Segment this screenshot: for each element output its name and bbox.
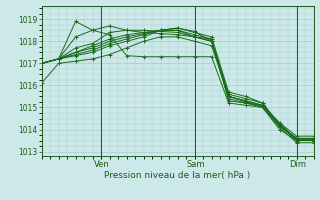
X-axis label: Pression niveau de la mer( hPa ): Pression niveau de la mer( hPa ): [104, 171, 251, 180]
